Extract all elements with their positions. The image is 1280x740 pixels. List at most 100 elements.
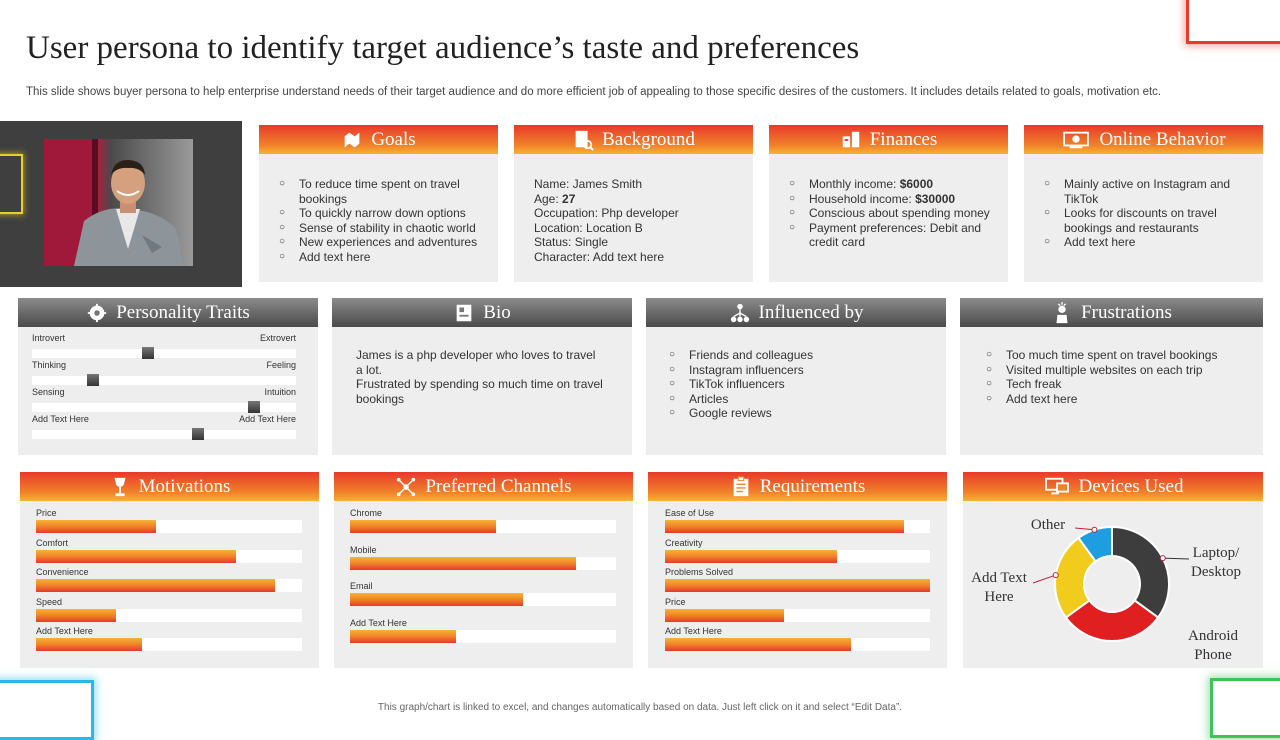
bar-label: Add Text Here <box>665 626 722 636</box>
bar-label: Price <box>665 596 686 607</box>
trait-slider-thumb[interactable] <box>247 401 260 413</box>
trait-slider-thumb[interactable] <box>86 374 99 386</box>
list-item: Articles <box>669 392 936 407</box>
finances-monthly: Monthly income: $6000 <box>789 177 998 192</box>
finances-list: Monthly income: $6000 Household income: … <box>789 177 998 250</box>
list-item: New experiences and adventures <box>279 235 488 250</box>
channels-panel: Chrome Mobile Email Add Text Here <box>334 501 633 668</box>
bar-label: Email <box>350 581 373 591</box>
motivations-panel: Price Comfort Convenience Speed Add Text Her… <box>20 501 319 668</box>
donut-slice-1 <box>1064 599 1160 642</box>
trophy-icon <box>114 477 126 496</box>
online-icon <box>1063 131 1090 148</box>
finances-icon <box>842 131 859 147</box>
personality-icon <box>88 303 107 322</box>
bio-title: Bio <box>483 301 511 323</box>
trait-slider-track[interactable] <box>32 376 296 385</box>
background-location: Location: Location B <box>534 220 643 235</box>
bar-fill <box>665 549 838 563</box>
background-header: Background <box>514 125 753 154</box>
finances-title: Finances <box>869 128 938 150</box>
page-subtitle: This slide shows buyer persona to help e… <box>26 86 1162 98</box>
influenced-list: Friends and colleaguesInstagram influenc… <box>669 348 936 421</box>
motivations-header: Motivations <box>20 472 319 501</box>
list-item: Add text here <box>986 392 1253 407</box>
list-item: Too much time spent on travel bookings <box>986 348 1253 363</box>
bar-track <box>665 579 930 592</box>
channels-icon <box>397 477 416 496</box>
clipboard-icon <box>733 475 749 496</box>
bio-panel: James is a php developer who loves to tr… <box>332 327 632 455</box>
bar-fill <box>36 638 143 651</box>
persona-photo <box>44 139 193 266</box>
trait-right-label: Extrovert <box>259 333 296 343</box>
personality-panel: Introvert Extrovert Thinking Feeling Sensing… <box>18 327 318 455</box>
donut-leader-line <box>1074 527 1095 531</box>
devices-header: Devices Used <box>963 472 1263 501</box>
trait-left-label: Thinking <box>32 360 67 370</box>
list-item: Instagram influencers <box>669 363 936 378</box>
motivations-title: Motivations <box>138 475 231 497</box>
goals-panel: To reduce time spent on travel bookingsT… <box>259 154 498 282</box>
frustrations-header: Frustrations <box>960 298 1263 327</box>
trait-left-label: Introvert <box>32 333 66 343</box>
bar-track <box>36 520 302 533</box>
donut-label-android: Android Phone <box>1188 628 1238 663</box>
bar-label: Mobile <box>350 544 377 555</box>
trait-right-label: Intuition <box>264 387 296 397</box>
finances-header: Finances <box>769 125 1008 154</box>
background-title: Background <box>602 128 695 150</box>
bar-track <box>665 520 930 533</box>
background-icon <box>575 130 594 151</box>
bar-label: Convenience <box>36 567 89 577</box>
trait-slider-track[interactable] <box>32 349 296 358</box>
list-item: Add text here <box>279 250 488 265</box>
trait-slider-thumb[interactable] <box>142 347 155 359</box>
finances-household: Household income: $30000 <box>789 192 998 207</box>
personality-title: Personality Traits <box>116 301 250 323</box>
bar-track <box>665 638 930 651</box>
personality-header: Personality Traits <box>18 298 318 327</box>
donut-leader-line <box>1032 574 1056 584</box>
bar-fill <box>36 579 276 592</box>
donut-leader-dot <box>1159 555 1166 562</box>
devices-icon <box>1044 477 1069 494</box>
bar-fill <box>350 593 523 606</box>
bar-label: Chrome <box>350 508 383 518</box>
devices-panel: Other Laptop/ Desktop Add Text Here Andr… <box>963 501 1263 668</box>
bar-track <box>36 579 302 592</box>
background-name: Name: James Smith <box>534 177 643 191</box>
donut-label-addtext: Add Text Here <box>971 570 1027 605</box>
bar-track <box>350 629 616 643</box>
frustrated-person-icon <box>1056 301 1068 323</box>
bar-label: Creativity <box>665 537 703 548</box>
online-header: Online Behavior <box>1024 125 1263 154</box>
donut-label-laptop: Laptop/ Desktop <box>1191 545 1241 580</box>
trait-slider-track[interactable] <box>32 403 296 412</box>
list-item: Looks for discounts on travel bookings a… <box>1044 206 1253 235</box>
trait-slider-track[interactable] <box>32 430 296 439</box>
finances-panel: Monthly income: $6000 Household income: … <box>769 154 1008 282</box>
list-item: To reduce time spent on travel bookings <box>279 177 488 206</box>
influenced-header: Influenced by <box>646 298 946 327</box>
requirements-title: Requirements <box>759 475 866 497</box>
donut-leader-dot <box>1091 526 1098 533</box>
list-item: Sense of stability in chaotic world <box>279 221 488 236</box>
bio-header: Bio <box>332 298 632 327</box>
list-item: Friends and colleagues <box>669 348 936 363</box>
background-panel: Name: James Smith Age: 27 Occupation: Ph… <box>514 154 753 282</box>
network-icon <box>730 303 749 322</box>
bar-label: Add Text Here <box>350 617 407 628</box>
footer-note: This graph/chart is linked to excel, and… <box>377 702 903 713</box>
bar-track <box>36 608 302 622</box>
goals-header: Goals <box>259 125 498 154</box>
requirements-header: Requirements <box>648 472 947 501</box>
bar-label: Ease of Use <box>665 508 715 518</box>
channels-title: Preferred Channels <box>425 475 572 497</box>
list-item: Visited multiple websites on each trip <box>986 363 1253 378</box>
trait-slider-thumb[interactable] <box>192 428 205 440</box>
list-item: Mainly active on Instagram and TikTok <box>1044 177 1253 206</box>
glow-frame-yellow <box>0 154 23 214</box>
frustrations-title: Frustrations <box>1081 301 1172 323</box>
donut-leader-line <box>1162 557 1190 560</box>
